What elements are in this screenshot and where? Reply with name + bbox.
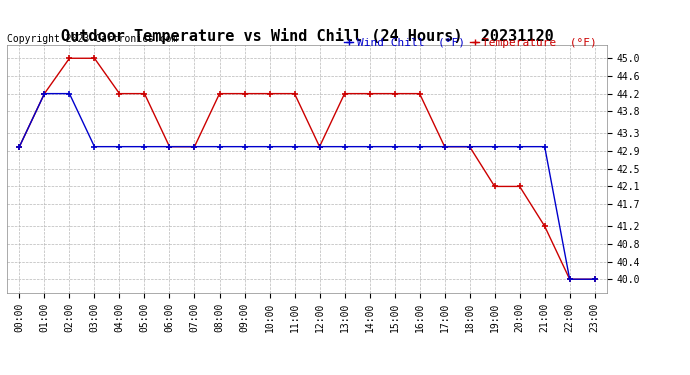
Temperature  (°F) — [66, 56, 74, 60]
Wind Chill  (°F) — [40, 92, 48, 96]
Wind Chill  (°F) — [190, 144, 199, 149]
Temperature  (°F) — [240, 92, 248, 96]
Wind Chill  (°F) — [15, 144, 23, 149]
Temperature  (°F) — [190, 144, 199, 149]
Wind Chill  (°F) — [515, 144, 524, 149]
Wind Chill  (°F) — [540, 144, 549, 149]
Temperature  (°F) — [140, 92, 148, 96]
Temperature  (°F) — [340, 92, 348, 96]
Temperature  (°F) — [115, 92, 124, 96]
Wind Chill  (°F) — [466, 144, 474, 149]
Wind Chill  (°F) — [290, 144, 299, 149]
Temperature  (°F) — [366, 92, 374, 96]
Temperature  (°F) — [466, 144, 474, 149]
Temperature  (°F) — [266, 92, 274, 96]
Wind Chill  (°F) — [566, 277, 574, 282]
Wind Chill  (°F) — [315, 144, 324, 149]
Line: Temperature  (°F): Temperature (°F) — [17, 56, 598, 282]
Temperature  (°F) — [566, 277, 574, 282]
Temperature  (°F) — [515, 184, 524, 189]
Temperature  (°F) — [15, 144, 23, 149]
Legend: Wind Chill  (°F), Temperature  (°F): Wind Chill (°F), Temperature (°F) — [340, 33, 602, 52]
Wind Chill  (°F) — [66, 92, 74, 96]
Title: Outdoor Temperature vs Wind Chill (24 Hours)  20231120: Outdoor Temperature vs Wind Chill (24 Ho… — [61, 28, 553, 44]
Text: Copyright 2023 Cartronics.com: Copyright 2023 Cartronics.com — [7, 34, 177, 44]
Wind Chill  (°F) — [340, 144, 348, 149]
Temperature  (°F) — [540, 224, 549, 228]
Wind Chill  (°F) — [491, 144, 499, 149]
Wind Chill  (°F) — [90, 144, 99, 149]
Temperature  (°F) — [40, 92, 48, 96]
Wind Chill  (°F) — [215, 144, 224, 149]
Temperature  (°F) — [290, 92, 299, 96]
Wind Chill  (°F) — [240, 144, 248, 149]
Wind Chill  (°F) — [266, 144, 274, 149]
Wind Chill  (°F) — [140, 144, 148, 149]
Line: Wind Chill  (°F): Wind Chill (°F) — [17, 91, 598, 282]
Wind Chill  (°F) — [166, 144, 174, 149]
Temperature  (°F) — [166, 144, 174, 149]
Wind Chill  (°F) — [591, 277, 599, 282]
Temperature  (°F) — [391, 92, 399, 96]
Wind Chill  (°F) — [115, 144, 124, 149]
Temperature  (°F) — [491, 184, 499, 189]
Temperature  (°F) — [415, 92, 424, 96]
Wind Chill  (°F) — [391, 144, 399, 149]
Temperature  (°F) — [440, 144, 449, 149]
Wind Chill  (°F) — [415, 144, 424, 149]
Wind Chill  (°F) — [440, 144, 449, 149]
Wind Chill  (°F) — [366, 144, 374, 149]
Temperature  (°F) — [90, 56, 99, 60]
Temperature  (°F) — [591, 277, 599, 282]
Temperature  (°F) — [215, 92, 224, 96]
Temperature  (°F) — [315, 144, 324, 149]
